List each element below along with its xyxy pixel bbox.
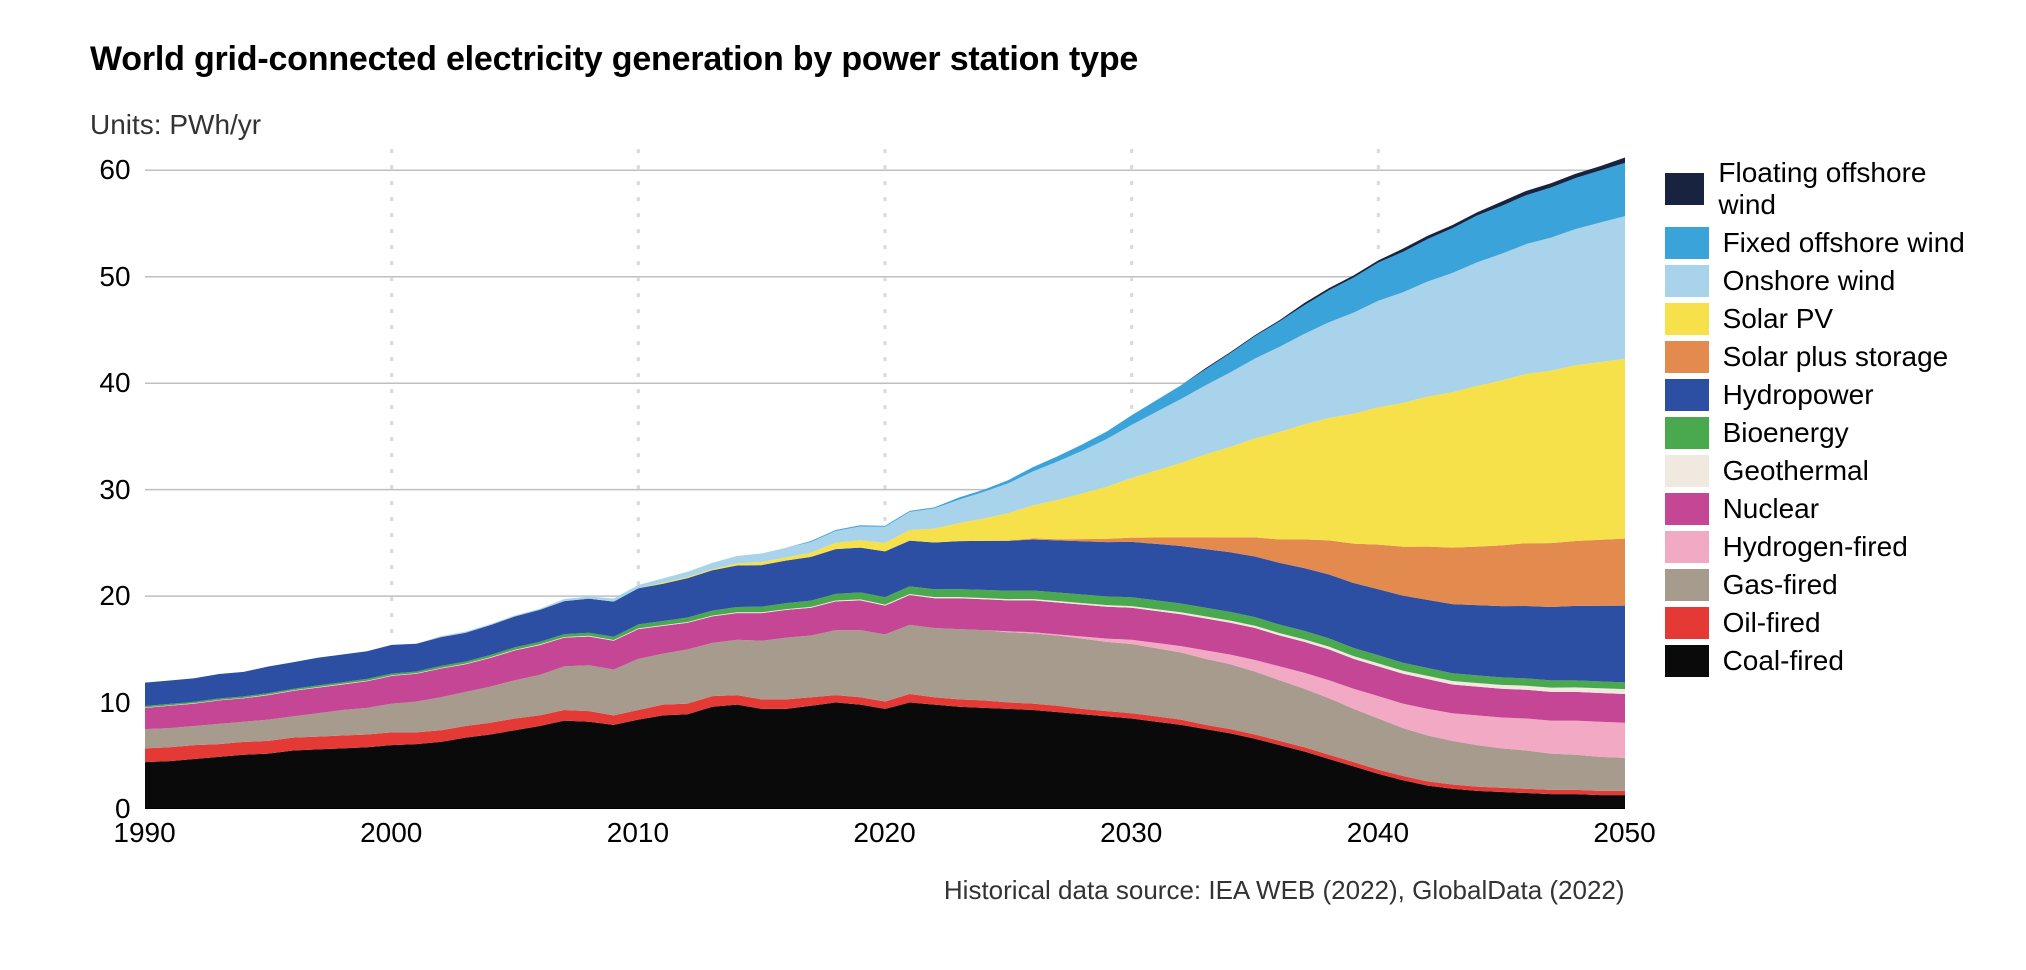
legend-swatch — [1665, 417, 1709, 449]
legend-item: Nuclear — [1665, 493, 1966, 525]
y-axis-labels: 0102030405060 — [90, 149, 145, 809]
legend-label: Oil-fired — [1723, 607, 1821, 639]
x-tick-label: 2000 — [360, 817, 422, 849]
legend-item: Gas-fired — [1665, 569, 1966, 601]
legend-item: Hydrogen-fired — [1665, 531, 1966, 563]
legend-label: Geothermal — [1723, 455, 1869, 487]
y-tick-label: 30 — [99, 474, 130, 506]
legend-label: Solar PV — [1723, 303, 1834, 335]
chart-plot — [145, 149, 1625, 809]
legend-item: Onshore wind — [1665, 265, 1966, 297]
y-tick-label: 20 — [99, 580, 130, 612]
chart-title: World grid-connected electricity generat… — [90, 40, 1966, 79]
source-note: Historical data source: IEA WEB (2022), … — [145, 875, 1625, 906]
legend-label: Hydrogen-fired — [1723, 531, 1908, 563]
legend-label: Solar plus storage — [1723, 341, 1949, 373]
legend-item: Coal-fired — [1665, 645, 1966, 677]
x-tick-label: 2050 — [1593, 817, 1655, 849]
legend-label: Hydropower — [1723, 379, 1874, 411]
x-tick-label: 2020 — [853, 817, 915, 849]
legend-item: Geothermal — [1665, 455, 1966, 487]
legend-label: Coal-fired — [1723, 645, 1844, 677]
legend-swatch — [1665, 303, 1709, 335]
legend-swatch — [1665, 173, 1705, 205]
legend-item: Fixed offshore wind — [1665, 227, 1966, 259]
legend-item: Bioenergy — [1665, 417, 1966, 449]
legend-swatch — [1665, 645, 1709, 677]
legend-swatch — [1665, 493, 1709, 525]
legend-swatch — [1665, 607, 1709, 639]
y-tick-label: 10 — [99, 687, 130, 719]
x-tick-label: 1990 — [113, 817, 175, 849]
y-tick-label: 50 — [99, 261, 130, 293]
x-axis-labels: 1990200020102020203020402050 — [145, 815, 1625, 865]
legend-item: Solar PV — [1665, 303, 1966, 335]
legend-label: Onshore wind — [1723, 265, 1896, 297]
legend-swatch — [1665, 227, 1709, 259]
legend-swatch — [1665, 265, 1709, 297]
legend-swatch — [1665, 455, 1709, 487]
legend-swatch — [1665, 531, 1709, 563]
y-tick-label: 40 — [99, 367, 130, 399]
legend-label: Floating offshore wind — [1718, 157, 1966, 221]
legend-swatch — [1665, 569, 1709, 601]
legend: Floating offshore wind Fixed offshore win… — [1665, 157, 1966, 677]
legend-swatch — [1665, 341, 1709, 373]
legend-label: Nuclear — [1723, 493, 1819, 525]
legend-label: Gas-fired — [1723, 569, 1838, 601]
x-tick-label: 2010 — [607, 817, 669, 849]
legend-label: Bioenergy — [1723, 417, 1849, 449]
chart-subtitle: Units: PWh/yr — [90, 109, 1966, 141]
x-tick-label: 2030 — [1100, 817, 1162, 849]
legend-item: Floating offshore wind — [1665, 157, 1966, 221]
y-tick-label: 60 — [99, 154, 130, 186]
legend-item: Solar plus storage — [1665, 341, 1966, 373]
legend-swatch — [1665, 379, 1709, 411]
legend-item: Oil-fired — [1665, 607, 1966, 639]
legend-item: Hydropower — [1665, 379, 1966, 411]
legend-label: Fixed offshore wind — [1723, 227, 1965, 259]
x-tick-label: 2040 — [1347, 817, 1409, 849]
